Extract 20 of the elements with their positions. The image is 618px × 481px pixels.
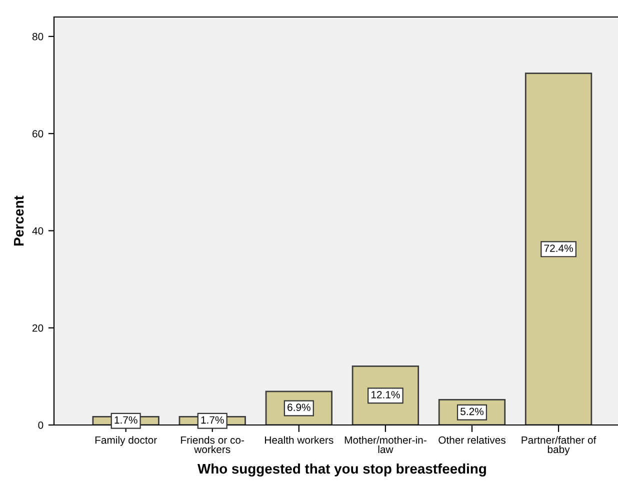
x-tick-label: Friends or co- workers [181, 436, 244, 454]
x-tick-label: Health workers [265, 436, 334, 444]
data-label: 5.2% [460, 408, 484, 416]
y-tick-label: 60 [32, 130, 44, 138]
data-label: 72.4% [544, 244, 573, 252]
x-axis-title: Who suggested that you stop breastfeeding [198, 463, 486, 476]
y-axis-title: Percent [14, 196, 24, 246]
x-tick-label: Other relatives [438, 436, 506, 444]
y-tick-label: 40 [32, 227, 44, 235]
x-tick-label: Mother/mother-in- law [344, 436, 426, 454]
data-label: 1.7% [114, 416, 138, 424]
bar [524, 72, 592, 425]
data-label: 6.9% [288, 404, 310, 412]
x-tick-label: Family doctor [95, 436, 157, 446]
data-label: 1.7% [201, 416, 224, 424]
y-tick-label: 0 [38, 422, 44, 429]
x-tick-label: Partner/father of baby [522, 436, 596, 456]
y-tick-label: 80 [32, 32, 44, 40]
data-label: 12.1% [371, 391, 400, 398]
y-tick-label: 20 [32, 324, 44, 332]
